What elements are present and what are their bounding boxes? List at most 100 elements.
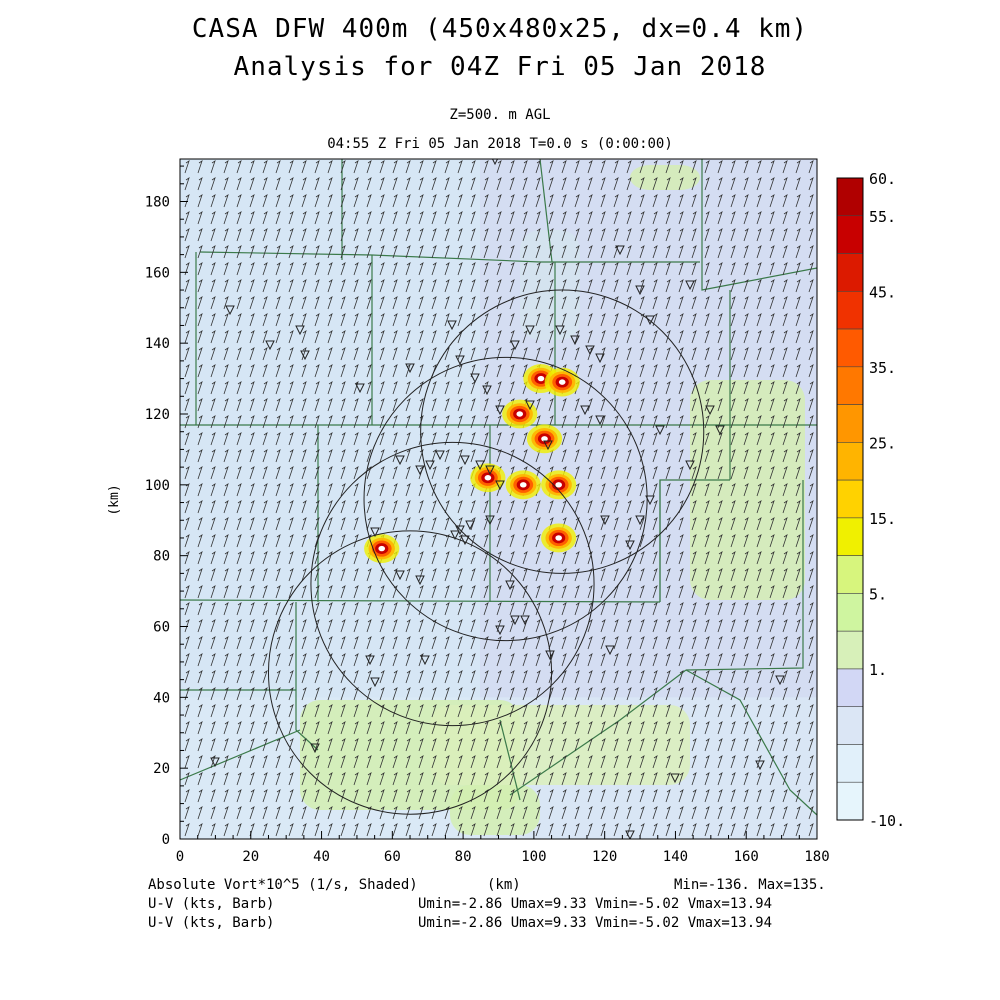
wind-barb <box>236 772 242 786</box>
wind-barb <box>730 500 736 514</box>
wind-barb <box>223 279 229 293</box>
wind-barb <box>184 755 190 769</box>
wind-barb <box>457 704 463 718</box>
wind-barb <box>431 568 437 582</box>
wind-barb <box>431 534 437 548</box>
wind-barb <box>353 704 359 718</box>
wind-barb <box>405 432 411 446</box>
wind-barb <box>769 347 775 361</box>
wind-barb <box>756 432 762 446</box>
wind-barb <box>743 653 749 667</box>
station-marker <box>455 525 465 536</box>
wind-barb <box>457 772 463 786</box>
wind-barb <box>574 585 580 599</box>
wind-barb <box>522 194 528 208</box>
wind-barb <box>574 755 580 769</box>
county-boundary <box>180 729 301 781</box>
wind-barb <box>184 262 190 276</box>
wind-barb <box>314 500 320 514</box>
wind-barb <box>418 619 424 633</box>
wind-barb <box>509 160 515 174</box>
wind-barb <box>379 228 385 242</box>
wind-barb <box>808 415 814 429</box>
wind-barb <box>743 483 749 497</box>
wind-barb <box>691 313 697 327</box>
wind-barb <box>288 755 294 769</box>
wind-barb <box>392 738 398 752</box>
wind-barb <box>769 160 775 174</box>
wind-barb <box>743 466 749 480</box>
wind-barb <box>483 585 489 599</box>
wind-barb <box>522 670 528 684</box>
wind-barb <box>288 636 294 650</box>
wind-barb <box>340 449 346 463</box>
wind-barb <box>444 279 450 293</box>
wind-barb <box>704 619 710 633</box>
wind-barb <box>262 670 268 684</box>
wind-barb <box>561 772 567 786</box>
wind-barb <box>600 160 606 174</box>
wind-barb <box>314 449 320 463</box>
wind-barb <box>522 177 528 191</box>
wind-barb <box>197 483 203 497</box>
wind-barb <box>717 704 723 718</box>
wind-barb <box>756 296 762 310</box>
wind-barb <box>301 721 307 735</box>
wind-barb <box>444 398 450 412</box>
wind-barb <box>301 245 307 259</box>
x-axis-units: (km) <box>487 877 521 893</box>
wind-barb <box>743 194 749 208</box>
wind-barb <box>808 483 814 497</box>
wind-barb <box>223 500 229 514</box>
wind-barb <box>327 517 333 531</box>
wind-barb <box>704 551 710 565</box>
wind-barb <box>236 789 242 803</box>
wind-barb <box>769 687 775 701</box>
wind-barb <box>691 517 697 531</box>
wind-barb <box>483 279 489 293</box>
wind-barb <box>730 653 736 667</box>
wind-barb <box>353 636 359 650</box>
wind-barb <box>236 755 242 769</box>
green-patch <box>430 705 690 785</box>
wind-barb <box>652 806 658 820</box>
wind-barb <box>288 500 294 514</box>
wind-barb <box>743 551 749 565</box>
wind-barb <box>470 823 476 837</box>
wind-barb <box>340 415 346 429</box>
wind-barb <box>730 772 736 786</box>
wind-barb <box>717 347 723 361</box>
wind-barb <box>756 313 762 327</box>
wind-barb <box>704 500 710 514</box>
wind-barb <box>288 279 294 293</box>
wind-barb <box>340 279 346 293</box>
wind-barb <box>457 194 463 208</box>
wind-barb <box>379 670 385 684</box>
station-marker <box>395 570 405 581</box>
wind-barb <box>639 687 645 701</box>
wind-barb <box>223 415 229 429</box>
wind-barb <box>795 313 801 327</box>
wind-barb <box>691 551 697 565</box>
wind-barb <box>639 398 645 412</box>
wind-barb <box>314 602 320 616</box>
wind-barb <box>236 619 242 633</box>
wind-barb <box>795 500 801 514</box>
wind-barb <box>808 636 814 650</box>
wind-barb <box>626 500 632 514</box>
wind-barb <box>496 381 502 395</box>
wind-barb <box>704 347 710 361</box>
wind-barb <box>249 687 255 701</box>
x-tick-label: 80 <box>455 849 472 865</box>
wind-barb <box>392 568 398 582</box>
wind-barb <box>535 415 541 429</box>
wind-barb <box>392 211 398 225</box>
wind-barb <box>496 670 502 684</box>
wind-barb <box>665 772 671 786</box>
wind-barb <box>184 279 190 293</box>
wind-barb <box>717 585 723 599</box>
wind-barb <box>444 551 450 565</box>
wind-barb <box>730 160 736 174</box>
station-marker <box>475 460 485 471</box>
wind-barb <box>405 194 411 208</box>
